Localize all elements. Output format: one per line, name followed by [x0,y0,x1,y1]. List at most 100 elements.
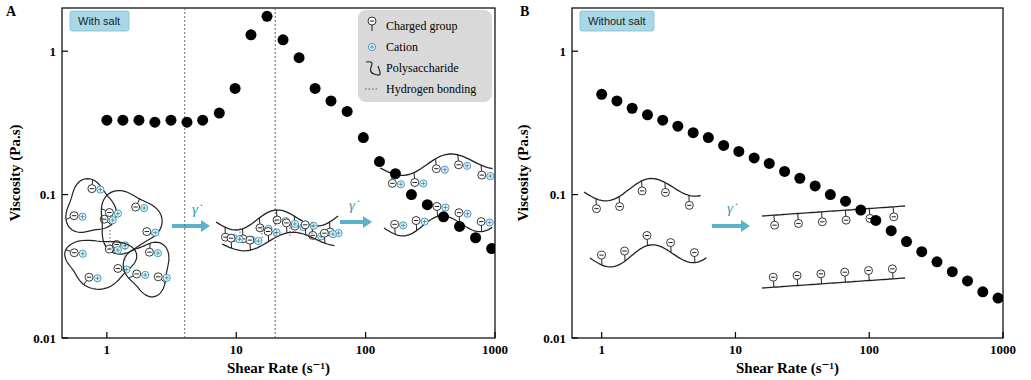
plus-sign [403,223,404,227]
data-point [230,83,241,94]
figure: γ̇γ̇11010010000.010.11Shear Rate (s⁻¹)Vi… [0,0,1031,380]
charged-group [643,232,651,240]
x-tick-label: 1000 [990,342,1016,357]
minus-sign [90,188,94,189]
charged-group [890,213,898,221]
minus-sign [617,206,621,207]
minus-sign [116,268,120,269]
data-point [374,156,385,167]
minus-sign [892,216,896,217]
shear-arrow [712,224,743,228]
charged-group [842,216,850,224]
y-tick [572,194,578,195]
data-point [947,266,958,277]
plus-sign [372,45,373,49]
plus-sign [445,205,446,209]
hydrogen-bond [290,224,291,236]
charged-group [132,203,140,211]
minus-sign [413,182,417,183]
y-tick [62,194,68,195]
plus-sign [112,218,113,222]
polysaccharide-chain [590,245,706,267]
charged-group [477,218,485,226]
inset-key: Charged groupCationPolysaccharideHydroge… [358,10,492,102]
hydrogen-bond [125,245,126,262]
data-point [962,275,973,286]
cation [487,172,494,179]
cation [94,275,101,282]
charged-group [85,273,93,281]
charged-group [794,219,802,227]
data-point [901,236,912,247]
minus-sign [480,175,484,176]
x-tick [1002,332,1003,338]
data-point [325,95,336,106]
charged-group [133,270,141,278]
y-axis-title: Viscosity (Pa.s) [515,125,532,222]
charged-group [320,229,328,237]
minus-sign [107,212,111,213]
charged-group [433,202,441,210]
minus-sign [890,268,894,269]
charged-group [597,251,605,259]
minus-sign [229,238,233,239]
hydrogen-bond [262,226,263,240]
panel-1: γ̇11010010000.010.11Shear Rate (s⁻¹)Visc… [515,4,1016,377]
key-icon [368,17,376,25]
plus-sign [258,239,259,243]
charged-group [667,239,675,247]
cation [329,231,336,238]
x-axis-title: Shear Rate (s⁻¹) [736,360,839,377]
data-point [657,115,668,126]
y-tick [572,51,578,52]
data-points [596,89,1003,304]
data-point [733,146,744,157]
data-point [358,132,369,143]
cation [273,229,280,236]
shear-arrowhead [363,216,372,228]
shear-label: γ̇ [192,201,203,217]
plus-sign [157,251,158,255]
x-tick [365,332,366,338]
charged-group [638,187,646,195]
data-point [794,173,805,184]
plus-sign [313,224,314,228]
minus-sign [322,233,326,234]
data-point [611,95,622,106]
title-box [580,11,654,31]
panel-title: With salt [78,15,120,27]
charged-group [432,165,440,173]
minus-sign [456,164,460,165]
y-tick-label: 1 [560,44,567,59]
title-badge: With salt [70,11,129,31]
x-tick-label: 10 [729,342,742,357]
charged-group [264,228,272,236]
y-tick [572,337,578,338]
cation [420,180,427,187]
data-point [278,34,289,45]
plus-sign [166,276,167,280]
minus-sign [303,224,307,225]
charged-group [817,270,825,278]
shear-arrow [340,220,365,224]
charged-group [661,188,669,196]
x-tick-label: 1000 [482,342,508,357]
charged-group [621,247,629,255]
plus-sign [423,181,424,185]
minus-sign [102,219,106,220]
plus-sign [117,248,118,252]
minus-sign [479,221,483,222]
plus-sign [82,252,83,256]
data-point [703,132,714,143]
plus-sign [490,174,491,178]
panel-title: Without salt [588,15,645,27]
data-point [627,103,638,114]
x-tick [106,332,107,338]
minus-sign [843,272,847,273]
charged-group [256,224,264,232]
y-tick-label: 0.1 [40,187,56,202]
plus-sign [144,206,145,210]
data-point [855,205,866,216]
panel-label: B [520,4,529,19]
key-icon [365,89,379,90]
